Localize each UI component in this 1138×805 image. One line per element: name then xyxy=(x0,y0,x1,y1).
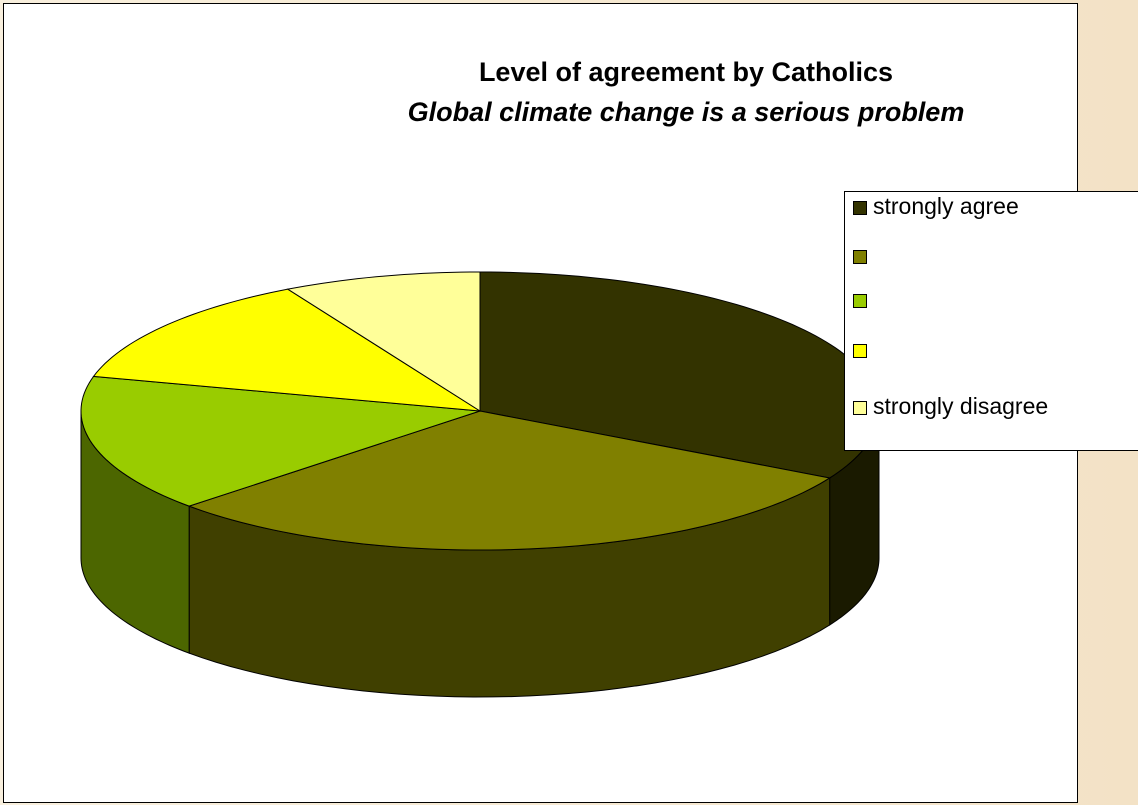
legend-item-2 xyxy=(853,284,873,314)
chart-title: Level of agreement by Catholics Global c… xyxy=(236,52,1136,132)
chart-subtitle: Global climate change is a serious probl… xyxy=(407,97,965,127)
pie-slice-3 xyxy=(92,288,481,412)
legend-swatch xyxy=(853,294,867,308)
pie-sides xyxy=(80,410,880,698)
pie-slice-1 xyxy=(187,410,832,551)
chart-legend: strongly agree strongly disagree xyxy=(844,191,1138,451)
pie-slice-2 xyxy=(80,375,481,507)
legend-item-1 xyxy=(853,240,873,270)
legend-swatch xyxy=(853,201,867,215)
legend-swatch xyxy=(853,401,867,415)
legend-label: strongly disagree xyxy=(873,393,1049,419)
legend-item-3 xyxy=(853,334,873,364)
legend-swatch xyxy=(853,250,867,264)
legend-item-0: strongly agree xyxy=(853,191,1019,221)
pie-slices xyxy=(80,271,880,551)
chart-title-text: Level of agreement by Catholics xyxy=(478,57,894,87)
legend-item-4: strongly disagree xyxy=(853,391,1048,421)
pie-slice-4 xyxy=(286,271,481,412)
legend-label: strongly agree xyxy=(873,193,1019,219)
legend-swatch xyxy=(853,344,867,358)
